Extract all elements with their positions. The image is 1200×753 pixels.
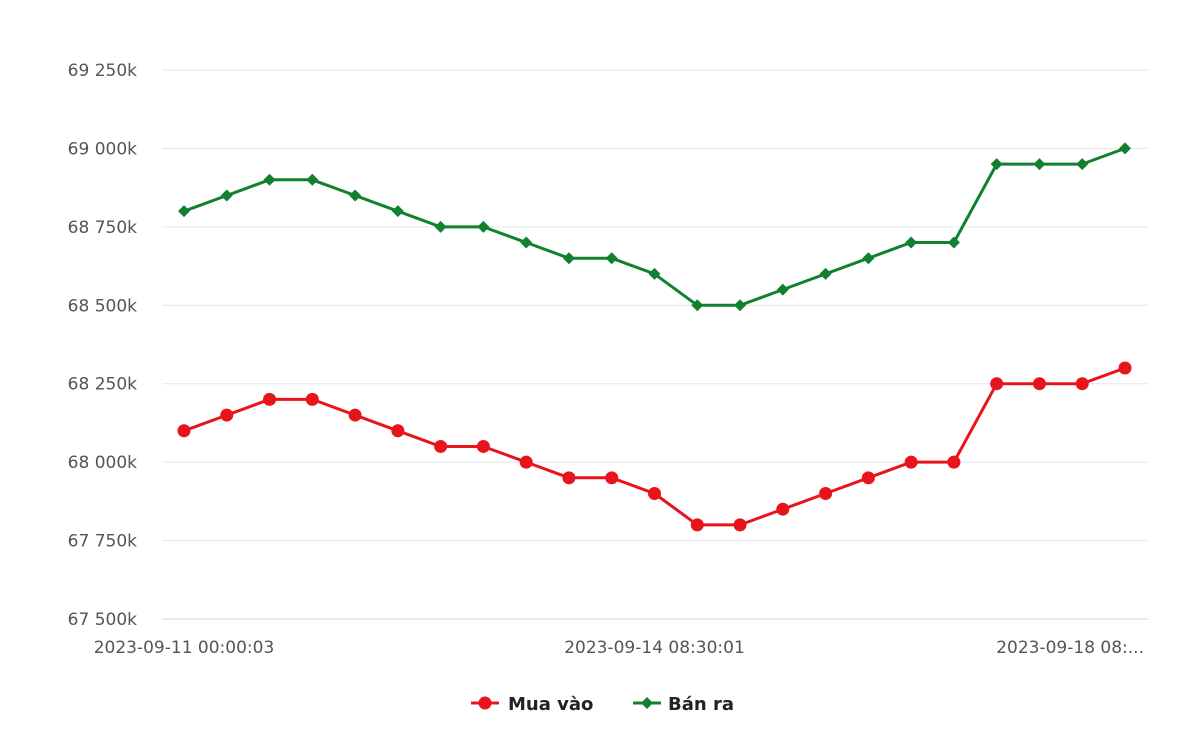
data-point[interactable] <box>263 392 277 406</box>
data-point[interactable] <box>519 455 533 469</box>
data-point[interactable] <box>690 518 704 532</box>
data-point[interactable] <box>391 424 405 438</box>
x-tick-label: 2023-09-18 08:... <box>996 638 1144 658</box>
legend-item[interactable]: Mua vào <box>471 694 593 715</box>
data-point[interactable] <box>861 471 875 485</box>
data-point[interactable] <box>648 267 661 280</box>
series-1 <box>177 361 1132 532</box>
data-point[interactable] <box>562 252 575 265</box>
data-point[interactable] <box>562 471 576 485</box>
data-point[interactable] <box>734 299 747 312</box>
data-point[interactable] <box>905 236 918 249</box>
series-line <box>182 366 1127 527</box>
data-point[interactable] <box>819 267 832 280</box>
y-tick-label: 69 250k <box>68 61 137 81</box>
data-point[interactable] <box>1033 158 1046 171</box>
data-point[interactable] <box>862 252 875 265</box>
legend-label: Mua vào <box>508 694 593 715</box>
data-point[interactable] <box>819 487 833 501</box>
legend-item[interactable]: Bán ra <box>633 694 734 715</box>
data-point[interactable] <box>1076 158 1089 171</box>
data-point[interactable] <box>990 158 1003 171</box>
data-point[interactable] <box>263 173 276 186</box>
data-point[interactable] <box>990 377 1004 391</box>
data-point[interactable] <box>1075 377 1089 391</box>
data-point[interactable] <box>605 252 618 265</box>
legend-marker <box>641 697 653 709</box>
y-tick-label: 68 500k <box>68 296 137 316</box>
data-point[interactable] <box>605 471 619 485</box>
data-point[interactable] <box>947 236 960 249</box>
data-point[interactable] <box>776 502 790 516</box>
data-point[interactable] <box>476 439 490 453</box>
data-point[interactable] <box>391 205 404 218</box>
legend-marker <box>478 696 492 710</box>
y-tick-label: 68 750k <box>68 218 137 238</box>
data-point[interactable] <box>348 408 362 422</box>
data-point[interactable] <box>691 299 704 312</box>
data-point[interactable] <box>904 455 918 469</box>
data-point[interactable] <box>947 455 961 469</box>
data-point[interactable] <box>434 439 448 453</box>
y-tick-label: 68 250k <box>68 375 137 395</box>
x-axis: 2023-09-11 00:00:03 2023-09-14 08:30:01 20… <box>94 638 1144 658</box>
y-tick-label: 67 750k <box>68 532 137 552</box>
data-point[interactable] <box>220 408 234 422</box>
data-point[interactable] <box>306 173 319 186</box>
data-point[interactable] <box>648 487 661 501</box>
data-point[interactable] <box>1119 142 1131 155</box>
x-tick-label: 2023-09-11 00:00:03 <box>94 638 275 658</box>
data-point[interactable] <box>305 392 319 406</box>
data-point[interactable] <box>220 189 233 202</box>
y-tick-label: 67 500k <box>68 610 137 630</box>
data-point[interactable] <box>1118 361 1132 375</box>
legend-label: Bán ra <box>668 694 734 715</box>
y-axis: 67 500k 67 750k 68 000k 68 250k 68 500k 68 75… <box>68 61 137 630</box>
data-point[interactable] <box>178 205 190 218</box>
y-tick-label: 69 000k <box>68 139 137 159</box>
series-layer <box>177 142 1132 532</box>
data-point[interactable] <box>477 220 490 233</box>
x-tick-label: 2023-09-14 08:30:01 <box>564 638 745 658</box>
data-point[interactable] <box>434 220 447 233</box>
data-point[interactable] <box>776 283 789 296</box>
data-point[interactable] <box>1032 377 1046 391</box>
series-2 <box>178 142 1131 312</box>
data-point[interactable] <box>177 424 191 438</box>
data-point[interactable] <box>733 518 747 532</box>
data-point[interactable] <box>349 189 362 202</box>
grid <box>162 69 1148 620</box>
data-point[interactable] <box>520 236 533 249</box>
y-tick-label: 68 000k <box>68 453 137 473</box>
legend[interactable]: Mua vào Bán ra <box>471 694 734 715</box>
